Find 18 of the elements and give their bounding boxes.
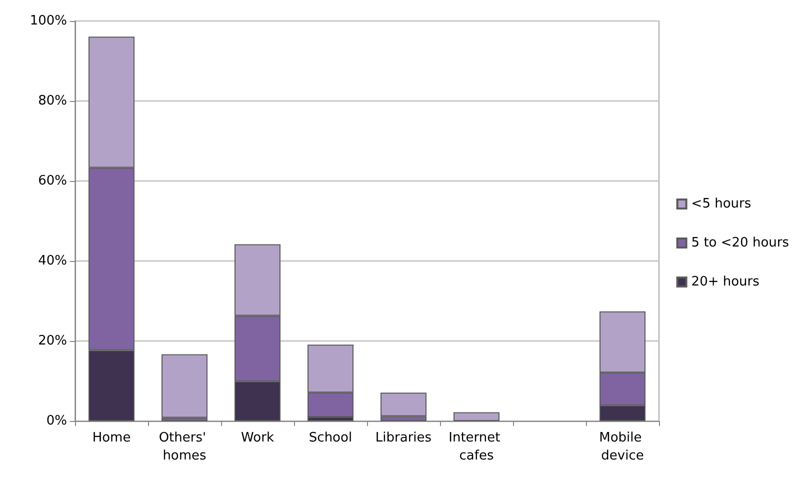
bar <box>454 412 500 421</box>
y-tick-label: 20% <box>38 334 67 348</box>
bar <box>162 354 208 418</box>
legend-label: 5 to <20 hours <box>691 236 790 250</box>
y-tick-label: 40% <box>38 254 67 268</box>
legend-label: 20+ hours <box>691 274 760 290</box>
y-tick-label: 0% <box>46 414 67 428</box>
legend-label: <5 hours <box>691 196 752 212</box>
x-tick-label: Mobile device <box>599 430 646 464</box>
x-tick-label: Home <box>92 430 131 446</box>
x-tick-label: School <box>308 430 352 446</box>
x-tick-label: Internet cafes <box>448 430 504 464</box>
x-tick-label: Work <box>241 430 274 446</box>
x-tick-label: Libraries <box>375 430 432 446</box>
y-tick-label: 80% <box>38 94 67 108</box>
y-tick-label: 60% <box>38 174 67 188</box>
x-tick-label: Others' homes <box>158 430 210 464</box>
y-tick-label: 100% <box>30 14 67 28</box>
